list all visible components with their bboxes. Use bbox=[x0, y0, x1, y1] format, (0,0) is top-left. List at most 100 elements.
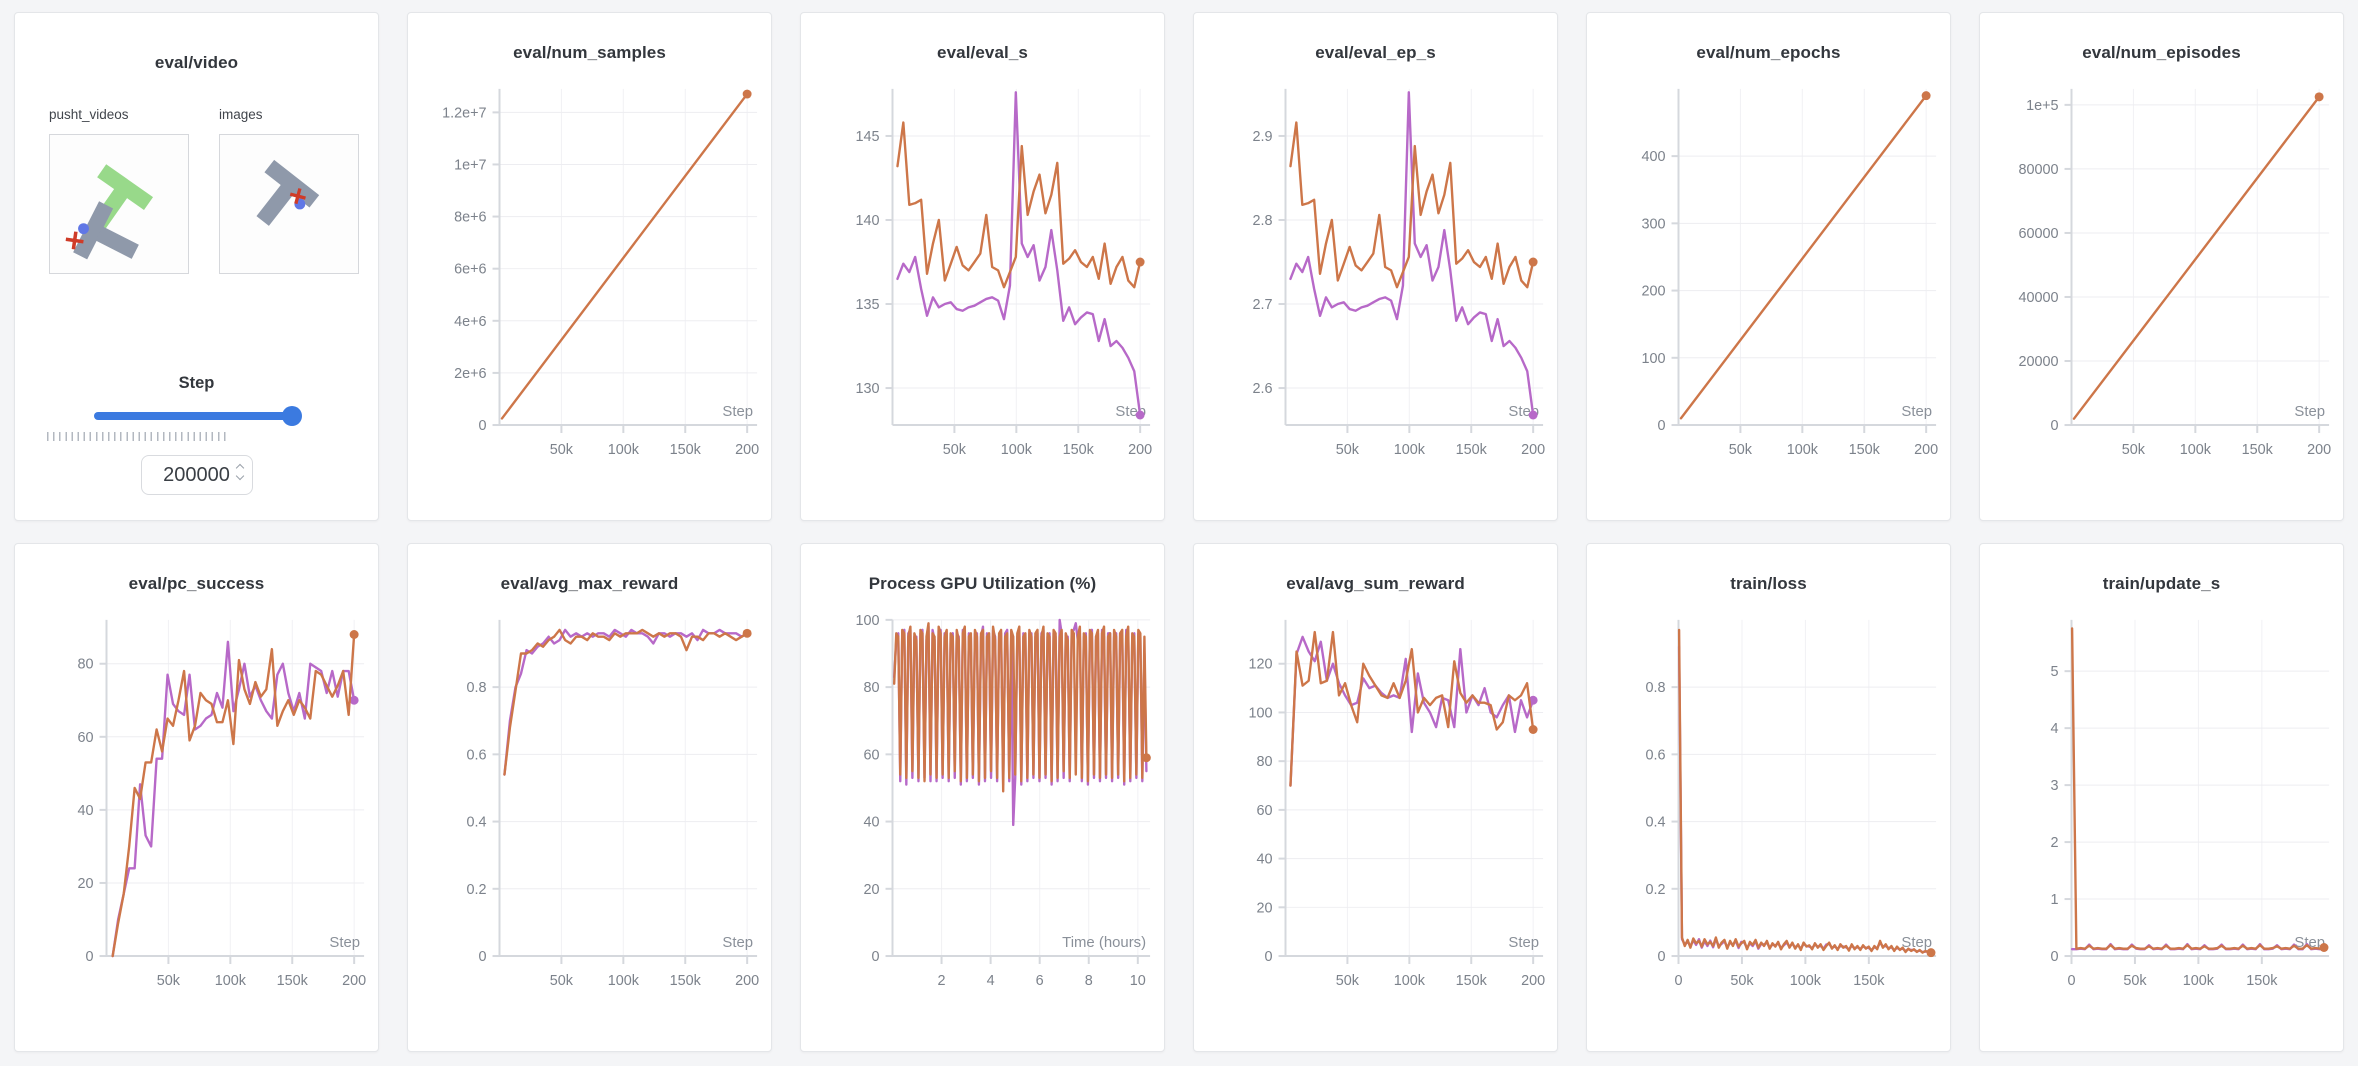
svg-text:0: 0 bbox=[479, 949, 487, 965]
svg-text:150k: 150k bbox=[1456, 973, 1488, 989]
svg-text:2.7: 2.7 bbox=[1253, 297, 1273, 313]
svg-text:60000: 60000 bbox=[2019, 226, 2059, 242]
slider-tick-ruler bbox=[47, 432, 227, 441]
svg-text:20: 20 bbox=[864, 882, 880, 898]
media-thumbnails: pusht_videos bbox=[15, 107, 378, 274]
svg-text:0: 0 bbox=[479, 418, 487, 434]
eval-num-epochs-chart[interactable]: 0 100 200 300 400 50k 100k 150k 200 Step bbox=[1587, 69, 1950, 479]
step-input[interactable]: 200000 bbox=[140, 455, 253, 495]
svg-text:10: 10 bbox=[1130, 973, 1146, 989]
svg-text:300: 300 bbox=[1642, 216, 1666, 232]
svg-text:5: 5 bbox=[2051, 664, 2059, 680]
panel-title: eval/video bbox=[154, 53, 239, 72]
object-tee-shape bbox=[256, 159, 320, 226]
panel-eval-avg-sum-reward: eval/avg_sum_reward 0 20 40 60 80 100 120 50k 10… bbox=[1193, 543, 1558, 1052]
svg-text:150k: 150k bbox=[1853, 973, 1885, 989]
svg-text:0.4: 0.4 bbox=[467, 815, 487, 831]
process-gpu-utilization-chart[interactable]: 0 20 40 60 80 100 2 4 6 8 10 Time (hours) bbox=[801, 600, 1164, 1010]
eval-avg-sum-reward-chart[interactable]: 0 20 40 60 80 100 120 50k 100k 150k 200 Step bbox=[1194, 600, 1557, 1010]
svg-text:2.9: 2.9 bbox=[1253, 129, 1273, 145]
images-label: images bbox=[219, 107, 263, 122]
svg-text:100k: 100k bbox=[1394, 442, 1426, 458]
svg-text:8e+6: 8e+6 bbox=[454, 210, 486, 226]
svg-text:Step: Step bbox=[1901, 935, 1932, 951]
svg-text:200: 200 bbox=[735, 973, 759, 989]
pusht-scene-image bbox=[65, 164, 154, 260]
svg-text:20: 20 bbox=[1257, 900, 1273, 916]
panel-eval-pc-success: eval/pc_success 0 20 40 60 80 50k 100k 150k 200 S… bbox=[14, 543, 379, 1052]
eval-num-samples-chart[interactable]: 0 2e+6 4e+6 6e+6 8e+6 1e+7 1.2e+7 50k 100k 150k 20… bbox=[408, 69, 771, 479]
svg-text:0.8: 0.8 bbox=[467, 680, 487, 696]
svg-text:130: 130 bbox=[856, 381, 880, 397]
svg-text:0: 0 bbox=[1674, 973, 1682, 989]
svg-text:100k: 100k bbox=[2180, 442, 2212, 458]
pusht-videos-label: pusht_videos bbox=[49, 107, 129, 122]
svg-text:8: 8 bbox=[1085, 973, 1093, 989]
svg-text:Step: Step bbox=[1508, 935, 1539, 951]
svg-text:4e+6: 4e+6 bbox=[454, 314, 486, 330]
svg-text:120: 120 bbox=[1249, 657, 1273, 673]
svg-text:150k: 150k bbox=[277, 973, 309, 989]
svg-text:50k: 50k bbox=[157, 973, 181, 989]
svg-text:50k: 50k bbox=[1336, 973, 1360, 989]
svg-text:Step: Step bbox=[722, 404, 753, 420]
svg-text:150k: 150k bbox=[670, 973, 702, 989]
svg-text:6: 6 bbox=[1036, 973, 1044, 989]
chart-title: train/loss bbox=[1730, 574, 1807, 593]
svg-text:150k: 150k bbox=[670, 442, 702, 458]
svg-text:50k: 50k bbox=[1336, 442, 1360, 458]
svg-text:6e+6: 6e+6 bbox=[454, 262, 486, 278]
svg-text:80: 80 bbox=[864, 680, 880, 696]
svg-text:1.2e+7: 1.2e+7 bbox=[442, 105, 486, 121]
svg-text:2.8: 2.8 bbox=[1253, 213, 1273, 229]
svg-text:20000: 20000 bbox=[2019, 354, 2059, 370]
svg-text:80: 80 bbox=[1257, 754, 1273, 770]
step-slider-label: Step bbox=[178, 374, 215, 392]
panel-train-loss: train/loss 0 0.2 0.4 0.6 0.8 0 50k 100k 150k Step bbox=[1586, 543, 1951, 1052]
train-loss-chart[interactable]: 0 0.2 0.4 0.6 0.8 0 50k 100k 150k Step bbox=[1587, 600, 1950, 1010]
svg-text:Step: Step bbox=[329, 935, 360, 951]
pusht-video-thumbnail[interactable] bbox=[49, 134, 189, 274]
svg-text:2: 2 bbox=[2051, 835, 2059, 851]
svg-text:60: 60 bbox=[1257, 803, 1273, 819]
chart-title: train/update_s bbox=[2102, 574, 2221, 593]
svg-text:0: 0 bbox=[86, 949, 94, 965]
svg-text:0.6: 0.6 bbox=[1646, 747, 1666, 763]
svg-text:0.6: 0.6 bbox=[467, 747, 487, 763]
step-input-value[interactable]: 200000 bbox=[163, 463, 230, 486]
slider-track[interactable] bbox=[94, 406, 302, 426]
svg-text:Step: Step bbox=[2294, 404, 2325, 420]
svg-text:1e+5: 1e+5 bbox=[2026, 98, 2058, 114]
step-down-icon[interactable] bbox=[235, 471, 244, 481]
slider-thumb[interactable] bbox=[282, 406, 302, 426]
panel-eval-eval-s: eval/eval_s 130 135 140 145 50k 100k 150k 200 St… bbox=[800, 12, 1165, 521]
train-update-s-chart[interactable]: 0 1 2 3 4 5 0 50k 100k 150k Step bbox=[1980, 600, 2343, 1010]
svg-text:200: 200 bbox=[1521, 973, 1545, 989]
step-slider[interactable] bbox=[94, 406, 302, 426]
svg-text:80: 80 bbox=[78, 657, 94, 673]
svg-text:0: 0 bbox=[2067, 973, 2075, 989]
panel-eval-num-epochs: eval/num_epochs 0 100 200 300 400 50k 100k 150k… bbox=[1586, 12, 1951, 521]
svg-text:3: 3 bbox=[2051, 778, 2059, 794]
svg-text:135: 135 bbox=[856, 297, 880, 313]
eval-avg-max-reward-chart[interactable]: 0 0.2 0.4 0.6 0.8 50k 100k 150k 200 Step bbox=[408, 600, 771, 1010]
svg-text:50k: 50k bbox=[1729, 442, 1753, 458]
panel-eval-avg-max-reward: eval/avg_max_reward 0 0.2 0.4 0.6 0.8 50k 100k… bbox=[407, 543, 772, 1052]
svg-text:40: 40 bbox=[864, 815, 880, 831]
svg-text:200: 200 bbox=[1521, 442, 1545, 458]
svg-text:0: 0 bbox=[1265, 949, 1273, 965]
svg-text:50k: 50k bbox=[2123, 973, 2147, 989]
svg-text:4: 4 bbox=[987, 973, 995, 989]
svg-text:200: 200 bbox=[2307, 442, 2331, 458]
eval-pc-success-chart[interactable]: 0 20 40 60 80 50k 100k 150k 200 Step bbox=[15, 600, 378, 1010]
eval-num-episodes-chart[interactable]: 0 20000 40000 60000 80000 1e+5 50k 100k 150k 200 S… bbox=[1980, 69, 2343, 479]
svg-text:60: 60 bbox=[78, 730, 94, 746]
images-thumbnail[interactable] bbox=[219, 134, 359, 274]
svg-text:40: 40 bbox=[78, 803, 94, 819]
svg-text:100: 100 bbox=[856, 613, 880, 629]
svg-text:2.6: 2.6 bbox=[1253, 381, 1273, 397]
panel-eval-video: eval/video pusht_videos bbox=[14, 12, 379, 521]
svg-text:150k: 150k bbox=[1456, 442, 1488, 458]
